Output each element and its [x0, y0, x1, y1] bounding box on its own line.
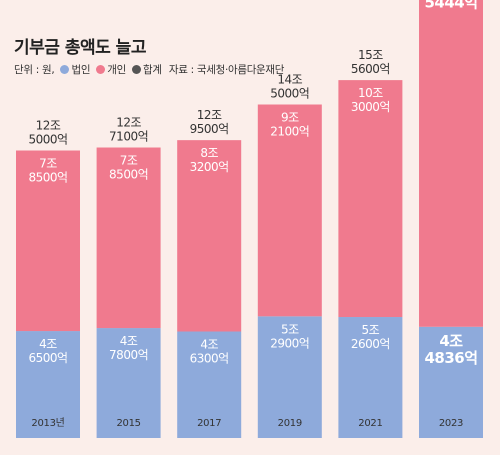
individual-data-label: 7조 8500억: [109, 154, 148, 182]
corporate-data-label: 4조 4836억: [424, 332, 477, 367]
legend-total-label: 합계: [143, 64, 162, 76]
individual-data-label: 8조 3200억: [190, 146, 229, 174]
x-tick-label: 2019: [278, 418, 302, 429]
corporate-data-label: 5조 2900억: [270, 322, 309, 350]
legend-corporate-label: 법인: [71, 64, 91, 76]
legend-corporate-dot: [60, 65, 70, 74]
bar-corporate: [177, 331, 242, 438]
corporate-data-label: 4조 7800억: [109, 334, 148, 362]
individual-data-label: 1조5444억: [424, 0, 477, 12]
total-data-label: 12조 5000억: [28, 119, 67, 147]
legend: 단위 : 원, 법인 개인 합계 자료 : 국세청·아름다운재단: [14, 62, 284, 77]
x-tick-label: 2021: [358, 418, 382, 429]
x-tick-label: 2015: [116, 418, 140, 429]
bar-corporate: [257, 316, 322, 438]
x-tick-label: 2017: [197, 418, 221, 429]
corporate-data-label: 4조 6500억: [28, 337, 67, 365]
chart-title: 기부금 총액도 늘고: [14, 38, 146, 58]
total-data-label: 15조 5600억: [351, 48, 390, 76]
bar-individual: [419, 0, 483, 327]
x-tick-label: 2013년: [31, 417, 64, 429]
legend-individual-dot: [96, 65, 106, 74]
legend-total-dot: [132, 65, 142, 74]
corporate-data-label: 4조 6300억: [190, 338, 229, 366]
legend-source: 자료 : 국세청·아름다운재단: [168, 64, 285, 76]
bar-individual: [16, 150, 80, 332]
individual-data-label: 7조 8500억: [28, 157, 67, 185]
bar-individual: [96, 147, 161, 329]
corporate-data-label: 5조 2600억: [351, 323, 390, 351]
individual-data-label: 10조 3000억: [351, 86, 390, 114]
bar-individual: [338, 80, 403, 318]
individual-data-label: 9조 2100억: [270, 111, 309, 139]
bar-corporate: [419, 326, 483, 438]
legend-unit: 단위 : 원,: [14, 64, 55, 76]
bar-corporate: [16, 331, 80, 438]
total-data-label: 12조 9500억: [190, 108, 229, 136]
bar-individual: [257, 104, 322, 317]
total-data-label: 14조 5000억: [270, 73, 309, 101]
bar-corporate: [338, 317, 403, 438]
x-tick-label: 2023: [439, 418, 463, 429]
bar-corporate: [96, 328, 161, 438]
total-data-label: 12조 7100억: [109, 116, 148, 144]
bar-individual: [177, 140, 242, 332]
legend-individual-label: 개인: [107, 64, 126, 76]
